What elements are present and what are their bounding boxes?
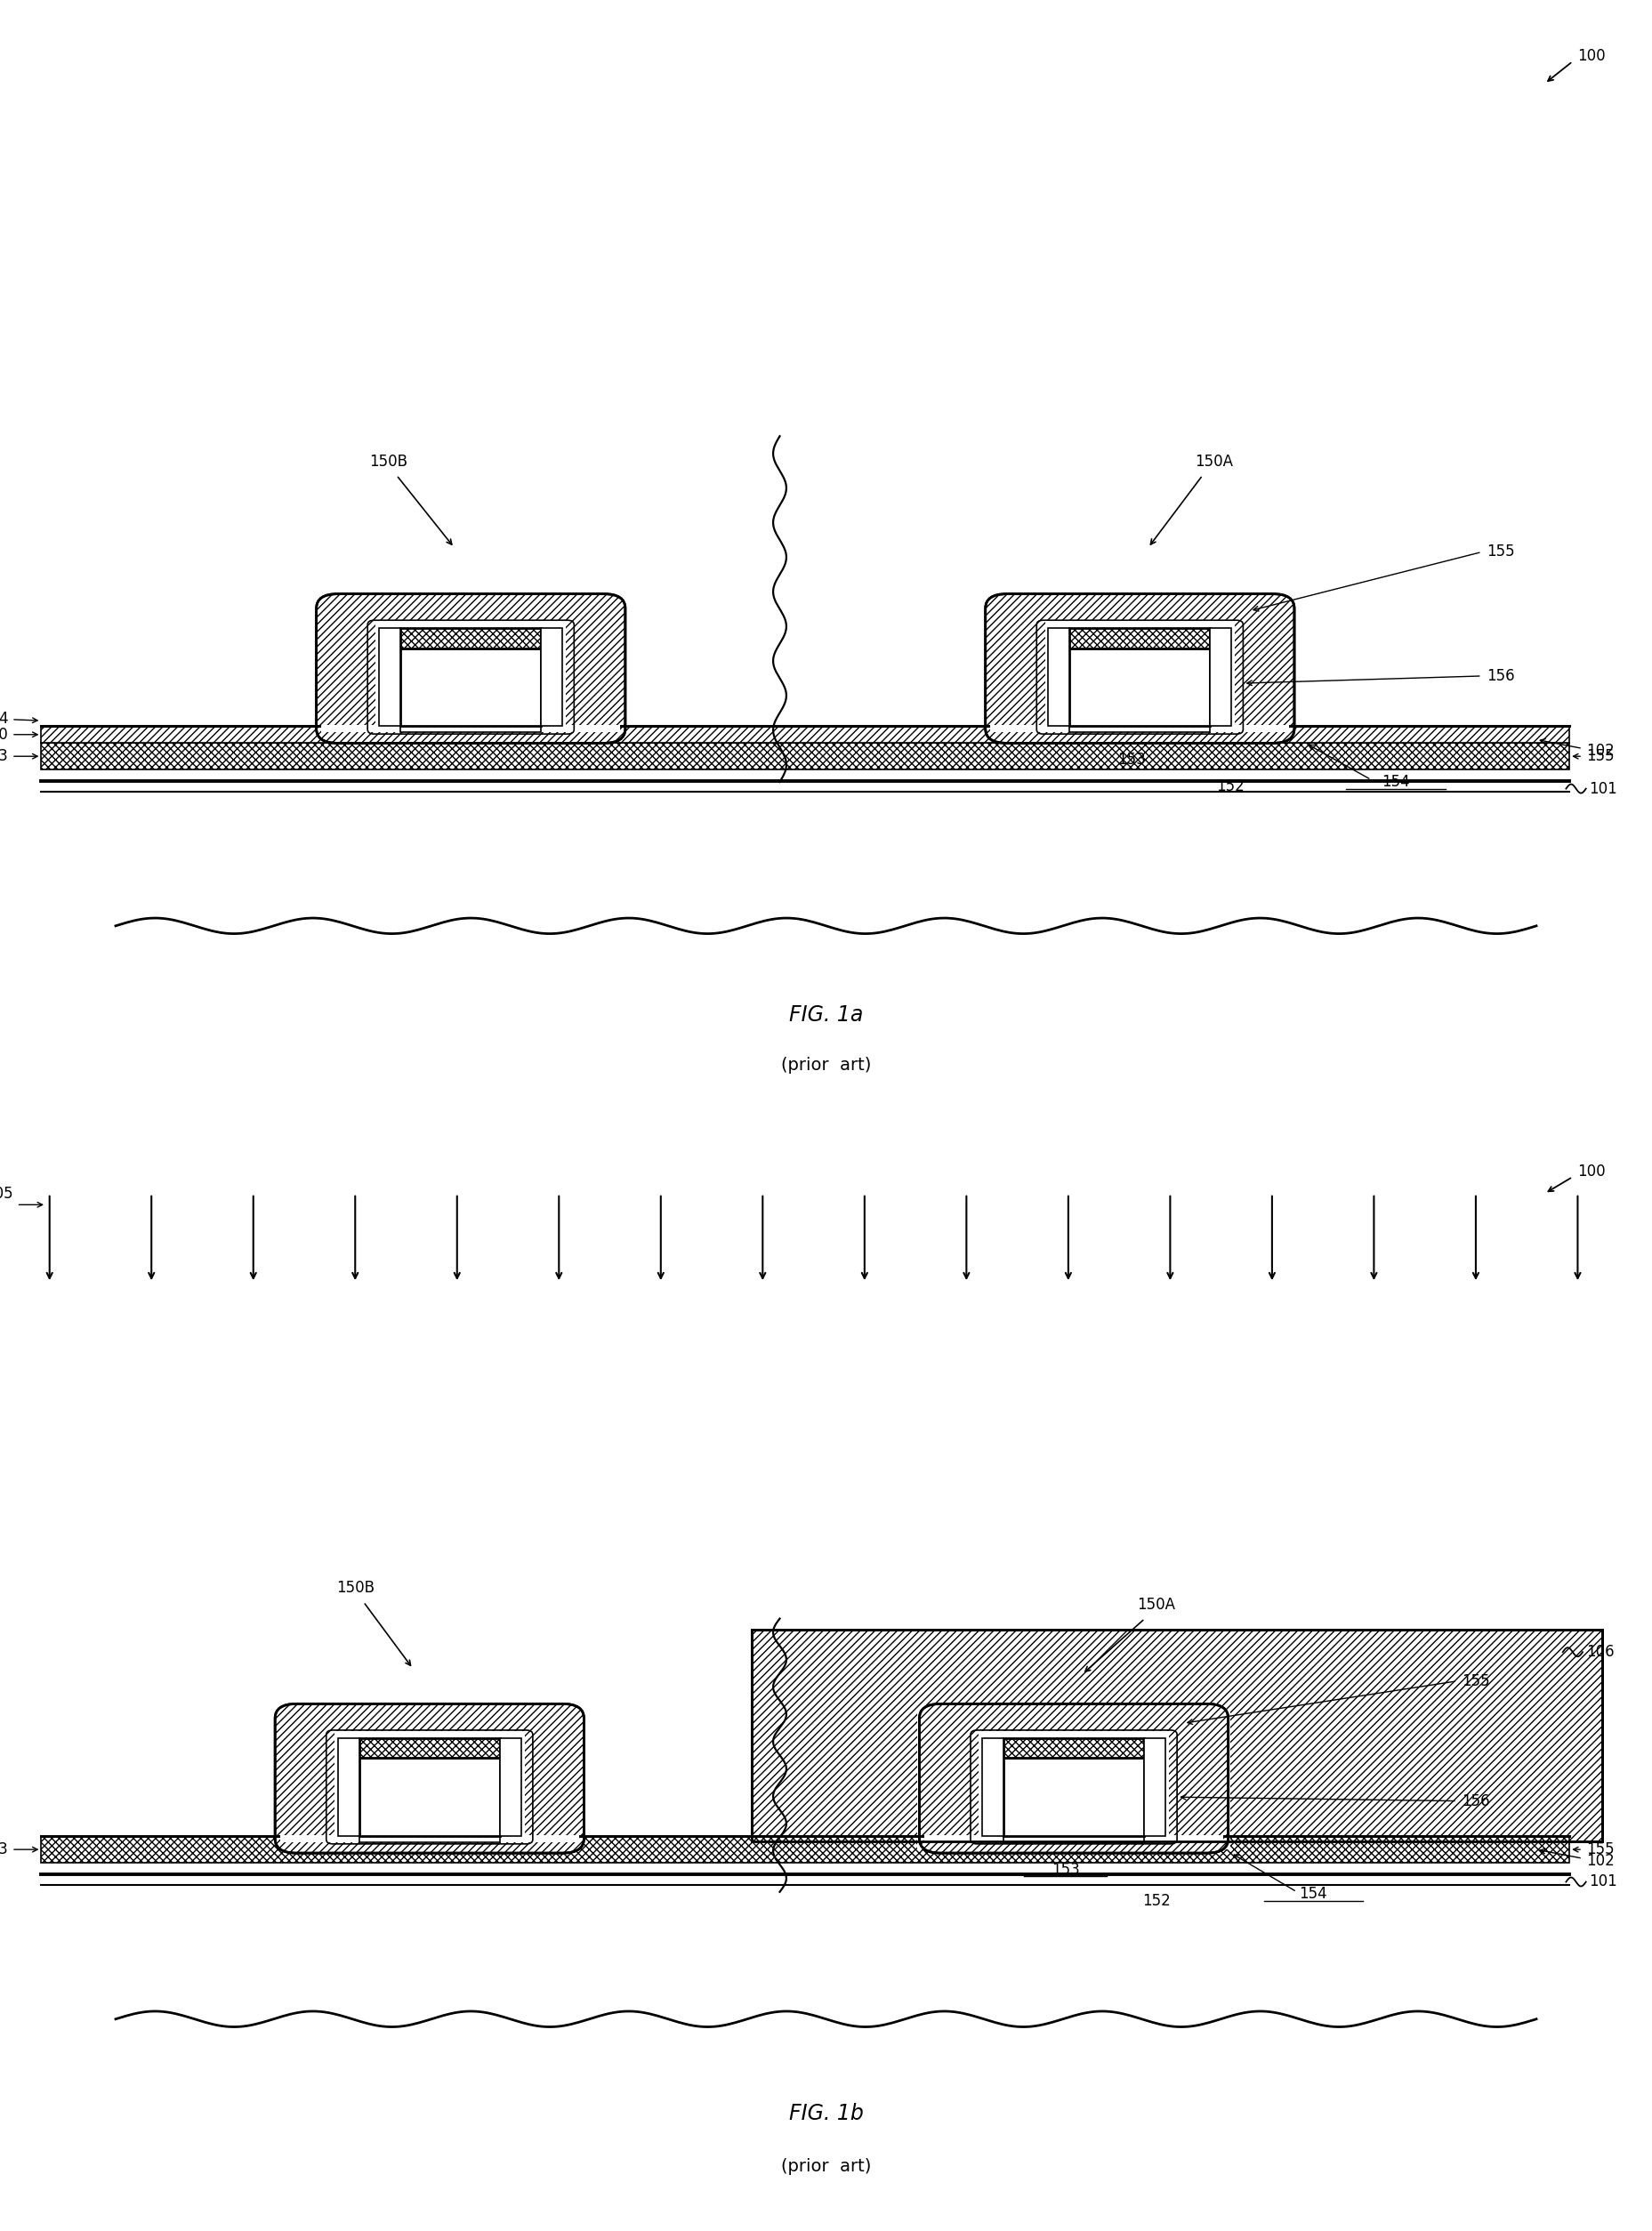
Text: (prior  art): (prior art) xyxy=(781,2157,871,2175)
Text: 110: 110 xyxy=(0,727,8,743)
Text: 103: 103 xyxy=(0,1841,8,1858)
Bar xyxy=(335,1731,525,1838)
Bar xyxy=(360,1758,501,1836)
Bar xyxy=(401,727,542,732)
Text: 155: 155 xyxy=(1586,1841,1614,1858)
Bar xyxy=(1049,629,1070,727)
Text: 155: 155 xyxy=(1586,747,1614,765)
FancyBboxPatch shape xyxy=(317,593,626,743)
Bar xyxy=(360,1738,501,1758)
Text: 153: 153 xyxy=(1051,1861,1080,1879)
Bar xyxy=(1004,1758,1143,1836)
Text: 100: 100 xyxy=(1578,1162,1606,1180)
Bar xyxy=(401,629,542,647)
Bar xyxy=(360,1836,501,1843)
Text: 152: 152 xyxy=(1216,779,1246,794)
Bar xyxy=(542,629,562,727)
FancyBboxPatch shape xyxy=(274,1704,585,1854)
Text: 102: 102 xyxy=(1586,1852,1614,1870)
Text: 152: 152 xyxy=(1142,1892,1171,1910)
Text: 102: 102 xyxy=(1586,743,1614,759)
Bar xyxy=(983,1738,1004,1836)
Text: 150A: 150A xyxy=(1137,1597,1176,1613)
Text: 100: 100 xyxy=(1578,47,1606,65)
Text: 154: 154 xyxy=(1381,774,1411,790)
Text: 155: 155 xyxy=(1487,544,1515,560)
Bar xyxy=(752,1629,1602,1843)
Text: FIG. 1a: FIG. 1a xyxy=(790,1004,862,1026)
Text: FIG. 1b: FIG. 1b xyxy=(788,2104,864,2124)
FancyBboxPatch shape xyxy=(920,1704,1229,1854)
Bar xyxy=(1143,1738,1166,1836)
Bar xyxy=(925,1834,1224,1843)
Text: 106: 106 xyxy=(1586,1644,1614,1660)
Text: 155: 155 xyxy=(1462,1673,1490,1689)
Text: 154: 154 xyxy=(1298,1885,1328,1903)
Text: 150B: 150B xyxy=(368,453,408,471)
Bar xyxy=(1004,1836,1143,1843)
Text: 156: 156 xyxy=(1462,1794,1490,1809)
Text: 151: 151 xyxy=(1059,1796,1089,1812)
Text: 153: 153 xyxy=(1117,752,1146,767)
Bar xyxy=(917,1711,1231,1849)
Bar xyxy=(377,620,565,727)
Bar xyxy=(501,1738,522,1836)
Bar xyxy=(41,1836,1569,1863)
Bar xyxy=(281,1834,580,1843)
Bar xyxy=(41,727,1569,743)
Bar xyxy=(1209,629,1232,727)
Text: 105: 105 xyxy=(0,1185,13,1203)
Text: 150A: 150A xyxy=(1194,453,1234,471)
Bar xyxy=(1070,629,1211,647)
Bar xyxy=(380,629,401,727)
Bar xyxy=(401,647,542,727)
Text: 156: 156 xyxy=(1487,667,1515,685)
Bar xyxy=(978,1731,1168,1838)
Text: 104: 104 xyxy=(0,709,8,727)
Bar xyxy=(339,1738,360,1836)
Text: 101: 101 xyxy=(1589,1874,1617,1890)
Text: 151: 151 xyxy=(1125,685,1155,701)
Bar xyxy=(1070,647,1211,727)
Text: 101: 101 xyxy=(1589,781,1617,796)
Bar xyxy=(41,743,1569,770)
Text: 150B: 150B xyxy=(335,1580,375,1597)
Bar xyxy=(320,725,621,732)
Bar xyxy=(1004,1738,1143,1758)
FancyBboxPatch shape xyxy=(985,593,1295,743)
Bar xyxy=(752,1629,1602,1843)
Bar xyxy=(991,725,1290,732)
Bar xyxy=(1046,620,1236,727)
Bar xyxy=(1070,727,1211,732)
Text: 103: 103 xyxy=(0,747,8,765)
Text: (prior  art): (prior art) xyxy=(781,1057,871,1073)
